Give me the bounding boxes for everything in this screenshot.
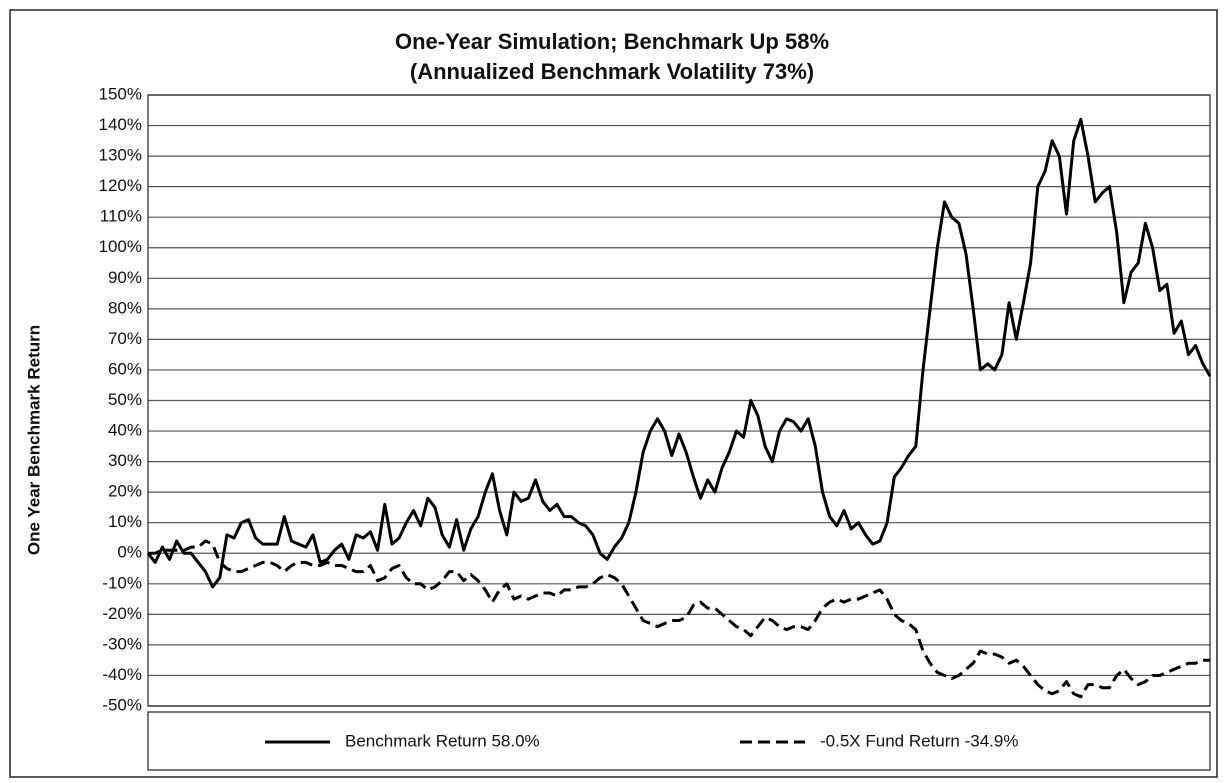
- y-tick-label: -50%: [102, 695, 142, 714]
- y-tick-label: -10%: [102, 573, 142, 592]
- y-tick-label: 120%: [99, 176, 142, 195]
- chart-border: [9, 9, 1218, 778]
- y-tick-label: -30%: [102, 634, 142, 653]
- y-tick-label: 0%: [117, 543, 142, 562]
- y-tick-label: 130%: [99, 146, 142, 165]
- y-tick-label: -20%: [102, 604, 142, 623]
- chart-subtitle: (Annualized Benchmark Volatility 73%): [410, 59, 814, 84]
- y-tick-label: 90%: [108, 268, 142, 287]
- y-tick-label: 150%: [99, 84, 142, 103]
- plot-border: [147, 94, 1211, 707]
- y-tick-label: 10%: [108, 512, 142, 531]
- y-tick-label: 140%: [99, 115, 142, 134]
- y-tick-label: 50%: [108, 390, 142, 409]
- series-line: [146, 117, 1212, 589]
- y-tick-label: 40%: [108, 421, 142, 440]
- y-tick-label: 30%: [108, 451, 142, 470]
- series-line: [148, 539, 1210, 699]
- y-tick-label: 60%: [108, 359, 142, 378]
- legend-label: Benchmark Return 58.0%: [345, 731, 540, 750]
- y-tick-label: 80%: [108, 298, 142, 317]
- y-tick-label: 100%: [99, 237, 142, 256]
- y-axis-label: One Year Benchmark Return: [24, 325, 43, 555]
- chart-title: One-Year Simulation; Benchmark Up 58%: [395, 29, 829, 54]
- y-tick-label: 110%: [100, 207, 142, 226]
- y-tick-label: 20%: [108, 482, 142, 501]
- y-tick-label: -40%: [102, 665, 142, 684]
- legend-label: -0.5X Fund Return -34.9%: [820, 731, 1018, 750]
- y-tick-label: 70%: [108, 329, 142, 348]
- legend-box: [147, 711, 1211, 771]
